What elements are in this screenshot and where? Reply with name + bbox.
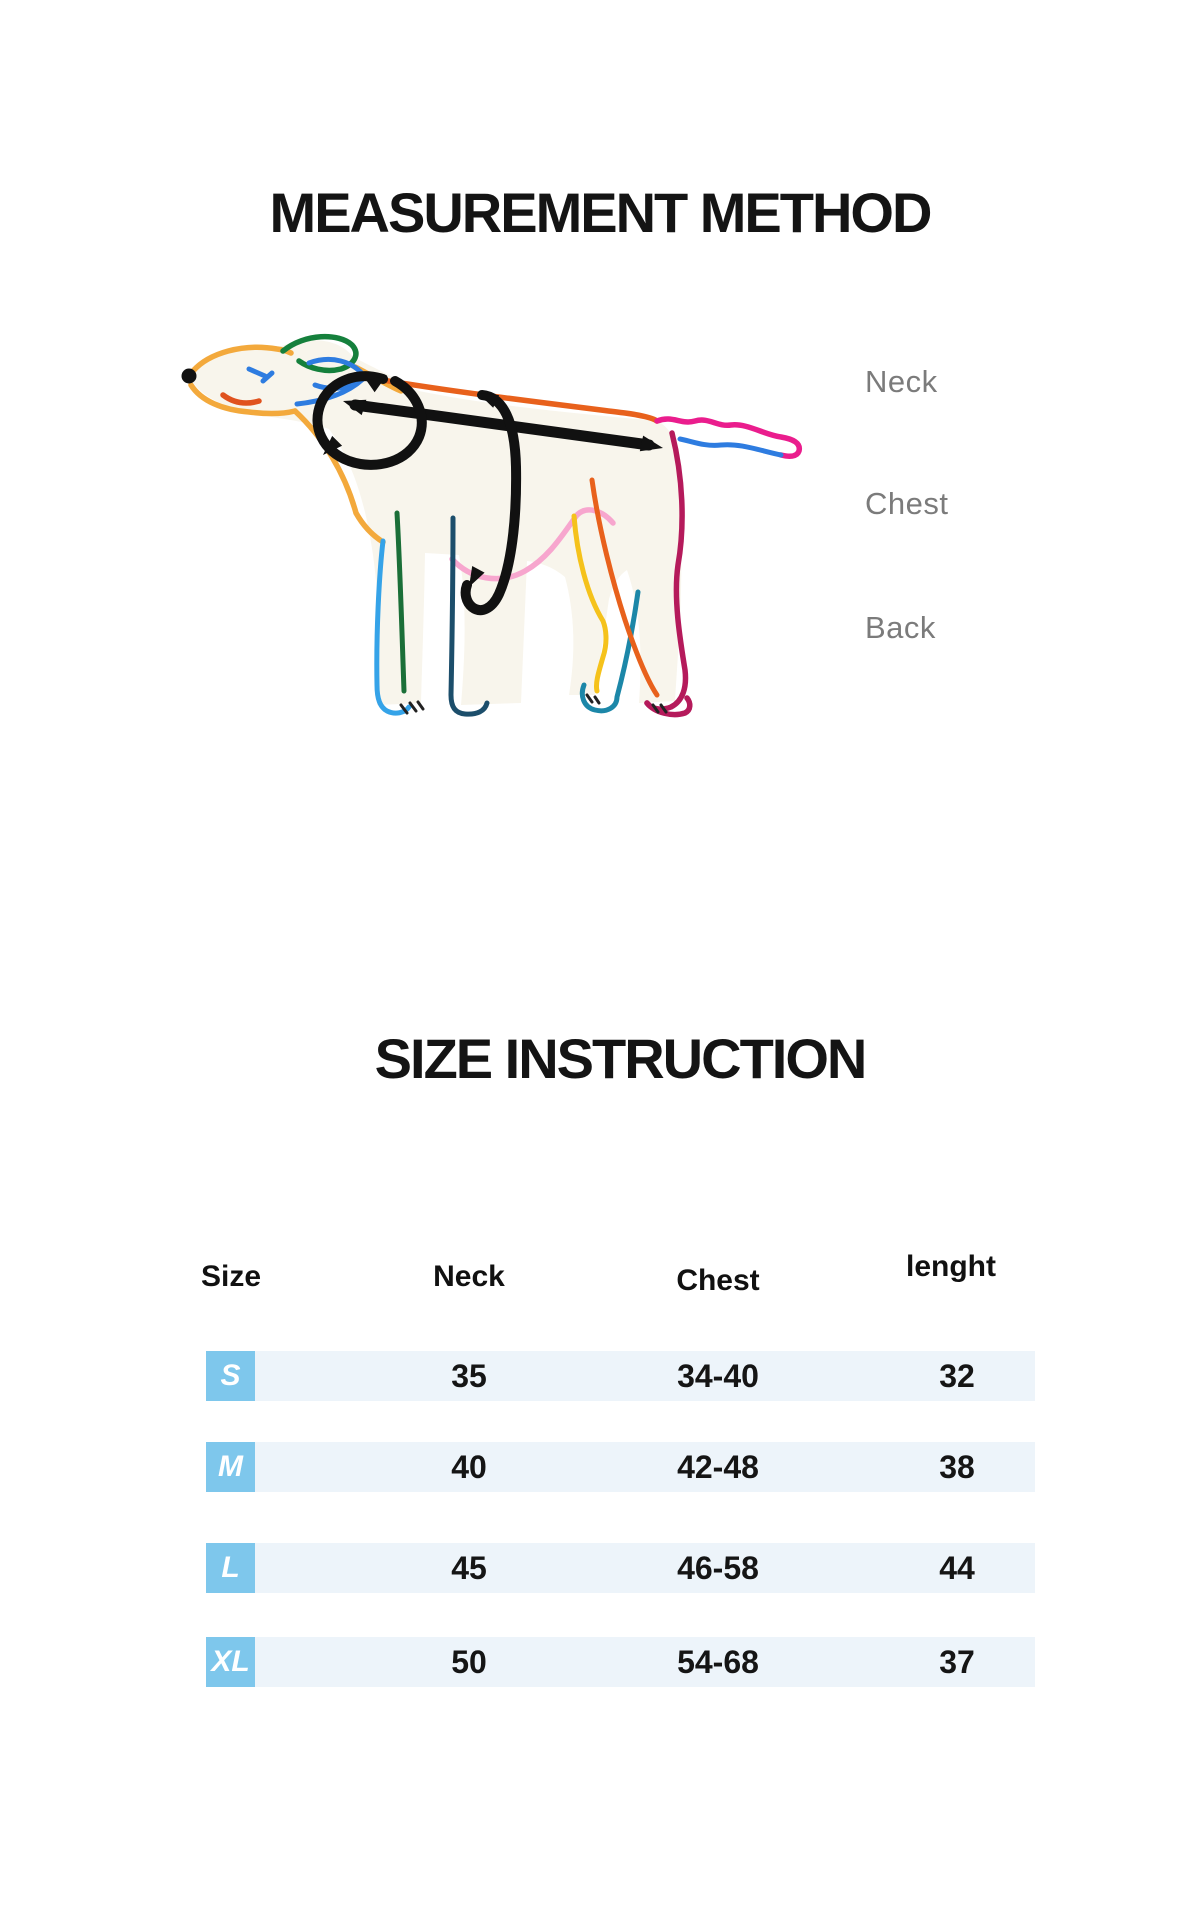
dog-rear-leg-yellow	[571, 513, 609, 694]
column-header-length: lenght	[906, 1250, 996, 1283]
chest-value: 34-40	[677, 1358, 759, 1394]
dog-ear-green	[280, 333, 359, 374]
dog-front-shin	[448, 515, 490, 717]
size-badge-l: L	[206, 1543, 255, 1593]
table-row-l: L 45 46-58 44	[206, 1543, 1035, 1593]
length-value: 32	[939, 1358, 975, 1394]
back-arrowhead-right	[639, 435, 663, 452]
size-badge-xl: XL	[206, 1637, 255, 1687]
back-arrowhead-left	[343, 399, 367, 416]
table-row-s: S 35 34-40 32	[206, 1351, 1035, 1401]
chest-value: 42-48	[677, 1449, 759, 1485]
neck-value: 50	[451, 1644, 487, 1680]
dog-back-outline	[362, 374, 660, 424]
diagram-label-neck: Neck	[865, 364, 938, 399]
neck-value: 35	[451, 1358, 487, 1394]
diagram-label-chest: Chest	[865, 486, 949, 521]
dog-belly-line	[449, 507, 616, 582]
chest-value: 54-68	[677, 1644, 759, 1680]
neck-value: 45	[451, 1550, 487, 1586]
dog-rear-leg-orange	[589, 477, 660, 698]
length-value: 38	[939, 1449, 975, 1485]
chest-arrowhead-bottom	[469, 566, 485, 587]
dog-tail-top	[654, 416, 803, 459]
dog-nose	[181, 368, 197, 384]
dog-rear-toes	[585, 693, 668, 714]
table-row-xl: XL 50 54-68 37	[206, 1637, 1035, 1687]
dog-illustration	[125, 315, 845, 745]
column-header-size: Size	[200, 1260, 262, 1293]
diagram-label-back: Back	[865, 610, 936, 645]
length-value: 44	[939, 1550, 975, 1586]
dog-tail-bottom	[677, 436, 784, 458]
neck-arrowhead-top	[366, 375, 387, 393]
neck-arrowhead-bottom	[323, 435, 343, 455]
size-table: Size Neck Chest lenght S 35 34-40 32 M 4…	[201, 1250, 1035, 1687]
dog-far-front-leg	[394, 510, 407, 694]
size-instruction-title: SIZE INSTRUCTION	[374, 1027, 868, 1090]
dog-front-leg	[374, 538, 412, 716]
column-header-neck: Neck	[433, 1260, 505, 1293]
measurement-method-title: MEASUREMENT METHOD	[269, 181, 933, 244]
dog-head-outline	[190, 344, 294, 374]
neck-measure-arrow	[312, 371, 427, 470]
dog-mouth	[220, 392, 262, 406]
table-row-m: M 40 42-48 38	[206, 1442, 1035, 1492]
dog-front-toes	[399, 700, 425, 715]
chest-value: 46-58	[677, 1550, 759, 1586]
chest-measure-arrow	[460, 390, 522, 616]
dog-hind-outline	[644, 430, 689, 712]
column-header-chest: Chest	[676, 1264, 760, 1297]
length-value: 37	[939, 1644, 975, 1680]
neck-value: 40	[451, 1449, 487, 1485]
dog-body-fill	[189, 340, 682, 705]
size-badge-s: S	[206, 1351, 255, 1401]
size-table-header: Size Neck Chest lenght	[201, 1250, 1035, 1304]
dog-jaw-outline	[188, 382, 298, 417]
dog-measurement-svg	[181, 333, 803, 718]
chest-arrowhead-top	[478, 393, 500, 408]
dog-eye	[246, 366, 275, 384]
size-badge-m: M	[206, 1442, 255, 1492]
